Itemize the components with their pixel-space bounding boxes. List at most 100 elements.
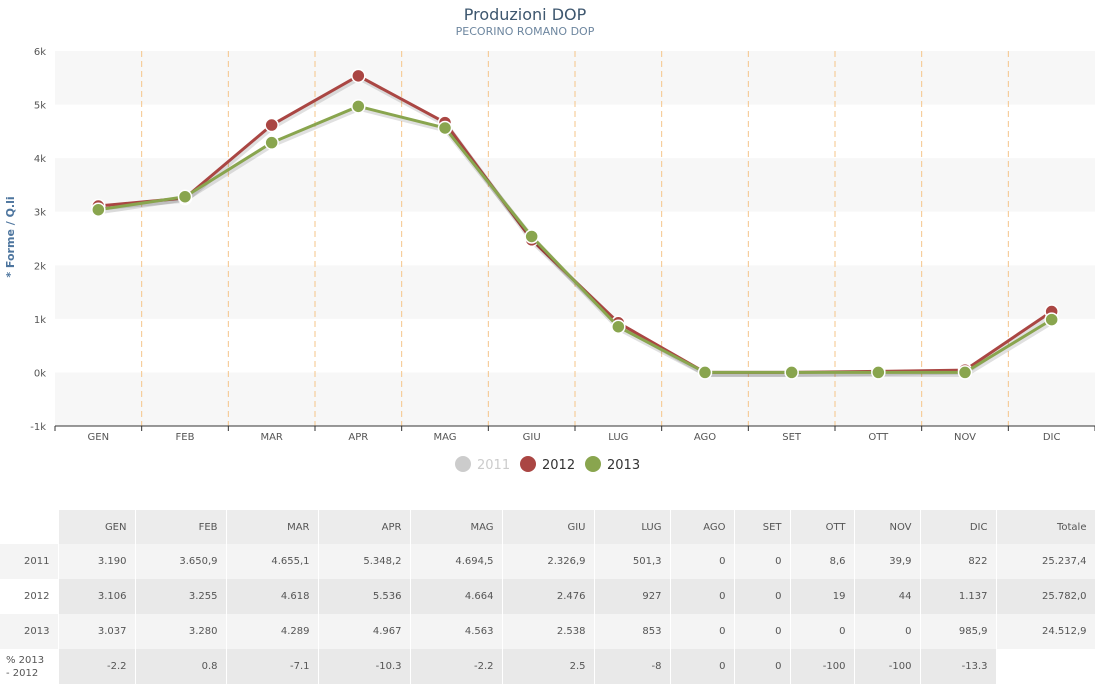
table-header-cell: GIU <box>502 510 595 544</box>
table-row: 2013 3.037 3.280 4.289 4.967 4.563 2.538 853 0 0 0… <box>0 614 1095 649</box>
table-header-cell: LUG <box>594 510 671 544</box>
x-tick-label: MAR <box>260 432 282 443</box>
x-tick-label: MAG <box>433 432 456 443</box>
data-point-2013[interactable] <box>177 189 193 204</box>
table-cell: 0 <box>854 614 921 649</box>
table-cell: 2.538 <box>502 614 595 649</box>
table-cell: -2.2 <box>410 649 503 684</box>
table-cell: 0 <box>734 544 791 579</box>
y-axis-label: * Forme / Q.li <box>4 196 17 277</box>
table-header-cell: DIC <box>920 510 997 544</box>
table-row: % 2013 - 2012 -2.2 0.8 -7.1 -10.3 -2.2 2.5 -8 0 0… <box>0 649 1095 684</box>
data-point-2013[interactable] <box>957 365 973 380</box>
x-tick-label: APR <box>348 432 368 443</box>
table-cell: 1.137 <box>920 579 997 614</box>
legend-item-2013[interactable]: 2013 <box>585 456 640 473</box>
legend: 2011 2012 2013 <box>455 456 640 473</box>
table-cell: 0 <box>670 579 735 614</box>
table-row-header: 2013 <box>0 614 59 649</box>
table-cell: 0 <box>734 649 791 684</box>
data-point-2013[interactable] <box>871 365 886 380</box>
table-cell: 0 <box>670 614 735 649</box>
table-header-row: GEN FEB MAR APR MAG GIU LUG AGO SET OTT NOV DIC Tota… <box>0 510 1095 544</box>
data-point-2012[interactable] <box>351 68 366 84</box>
table-cell: -2.2 <box>58 649 136 684</box>
table-row-header: % 2013 - 2012 <box>0 649 59 684</box>
table-cell: 0 <box>734 614 791 649</box>
x-tick-label: FEB <box>176 432 195 443</box>
table-header-cell: Totale <box>996 510 1095 544</box>
table-cell: -8 <box>594 649 671 684</box>
data-point-2013[interactable] <box>611 319 626 334</box>
table-cell: 3.280 <box>135 614 227 649</box>
category-grid-lines <box>141 51 1009 426</box>
series-line-2013 <box>98 104 1053 374</box>
table-cell: 4.694,5 <box>410 544 503 579</box>
table-header-cell: OTT <box>790 510 855 544</box>
table-header-cell: NOV <box>854 510 921 544</box>
y-tick-label: 2k <box>34 261 46 272</box>
legend-marker <box>520 456 536 472</box>
data-point-2013[interactable] <box>1044 312 1059 327</box>
x-tick-label: SET <box>782 432 802 443</box>
x-tick-label: DIC <box>1043 432 1061 443</box>
table-cell: 25.782,0 <box>996 579 1095 614</box>
table-cell: 39,9 <box>854 544 921 579</box>
table-cell: 3.037 <box>58 614 136 649</box>
x-tick-label: AGO <box>694 432 716 443</box>
table-corner-cell <box>0 510 59 544</box>
data-point-2013[interactable] <box>351 99 366 114</box>
y-tick-label: 4k <box>34 154 46 165</box>
table-cell: 853 <box>594 614 671 649</box>
table-cell: 3.106 <box>58 579 136 614</box>
x-tick-label: NOV <box>954 432 976 443</box>
table-row: 2011 3.190 3.650,9 4.655,1 5.348,2 4.694,5 2.3… <box>0 544 1095 579</box>
table-cell: 3.650,9 <box>135 544 227 579</box>
data-point-2013[interactable] <box>437 120 453 136</box>
data-point-2012[interactable] <box>264 117 279 133</box>
table-cell: 4.618 <box>226 579 319 614</box>
table-cell: 3.255 <box>135 579 227 614</box>
table-cell: 4.289 <box>226 614 319 649</box>
chart-subtitle: PECORINO ROMANO DOP <box>456 25 595 38</box>
y-tick-label: 6k <box>34 47 46 58</box>
legend-item-2012[interactable]: 2012 <box>520 456 575 473</box>
data-point-2013[interactable] <box>784 365 799 380</box>
table-cell: -7.1 <box>226 649 319 684</box>
table-header-cell: APR <box>318 510 411 544</box>
table-header-cell: MAG <box>410 510 503 544</box>
table-cell: 2.326,9 <box>502 544 595 579</box>
table-header-cell: GEN <box>58 510 136 544</box>
legend-label: 2012 <box>542 458 575 473</box>
table-cell: 0 <box>734 579 791 614</box>
legend-marker <box>585 456 601 472</box>
table-cell: 0.8 <box>135 649 227 684</box>
y-tick-label: 3k <box>34 208 46 219</box>
table-cell: 0 <box>790 614 855 649</box>
table-cell: 4.967 <box>318 614 411 649</box>
table-cell: 2.5 <box>502 649 595 684</box>
table-header-cell: SET <box>734 510 791 544</box>
table-cell: -10.3 <box>318 649 411 684</box>
table-cell: 4.664 <box>410 579 503 614</box>
legend-marker <box>455 456 471 472</box>
legend-label: 2013 <box>607 458 640 473</box>
y-tick-label: 0k <box>34 368 46 379</box>
table-header-cell: MAR <box>226 510 319 544</box>
table-row-header: 2012 <box>0 579 59 614</box>
x-tick-label: LUG <box>608 432 628 443</box>
axes: GEN FEB MAR APR MAG GIU LUG AGO SET OTT NOV DIC -1k 0… <box>30 47 1095 443</box>
data-point-2013[interactable] <box>697 365 713 380</box>
table-cell <box>996 649 1095 684</box>
table-cell: 8,6 <box>790 544 855 579</box>
table-cell: -13.3 <box>920 649 997 684</box>
chart-title: Produzioni DOP <box>464 5 587 24</box>
table-cell: 501,3 <box>594 544 671 579</box>
data-point-2013[interactable] <box>524 229 539 244</box>
legend-item-2011[interactable]: 2011 <box>455 456 510 473</box>
data-point-2013[interactable] <box>264 135 279 150</box>
legend-label: 2011 <box>477 458 510 473</box>
table-cell: 4.563 <box>410 614 503 649</box>
data-point-2013[interactable] <box>91 202 106 217</box>
table-cell: -100 <box>790 649 855 684</box>
